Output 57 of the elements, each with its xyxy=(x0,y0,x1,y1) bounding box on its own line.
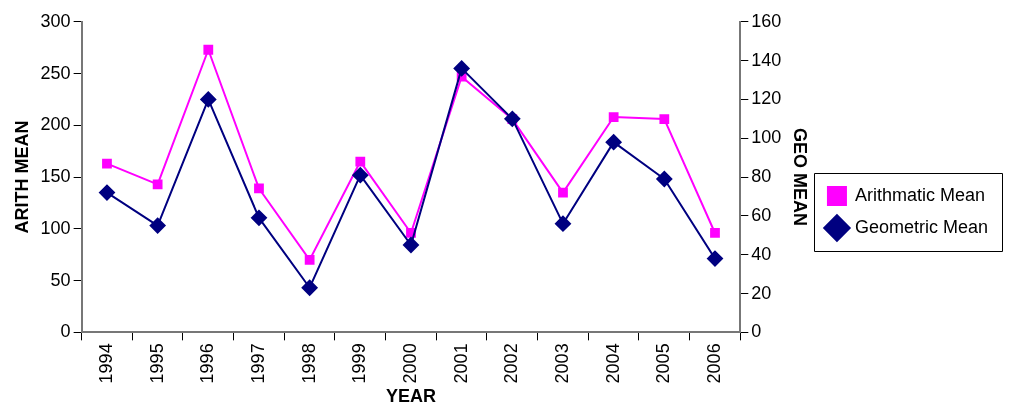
y-tick-label: 50 xyxy=(50,269,71,290)
x-tick-label: 2003 xyxy=(551,343,572,384)
point xyxy=(554,215,571,232)
point xyxy=(200,91,217,108)
point xyxy=(98,184,115,201)
x-tick-label: 1996 xyxy=(197,343,218,384)
point xyxy=(453,60,470,77)
legend-label: Geometric Mean xyxy=(854,216,989,237)
point xyxy=(352,167,369,184)
point xyxy=(402,237,419,254)
x-tick-label: 2000 xyxy=(399,343,420,384)
x-axis-title: YEAR xyxy=(385,386,436,407)
point xyxy=(706,250,723,267)
x-tick-label: 2004 xyxy=(602,343,623,384)
x-tick-label: 2005 xyxy=(653,343,674,384)
point xyxy=(152,179,163,190)
y2-tick-label: 120 xyxy=(751,88,782,109)
y2-tick-label: 20 xyxy=(751,282,772,303)
point xyxy=(149,217,166,234)
x-tick-label: 1995 xyxy=(146,343,167,384)
y2-tick-label: 100 xyxy=(751,127,782,148)
x-tick-label: 2006 xyxy=(703,343,724,384)
point xyxy=(254,183,264,194)
y-tick-label: 200 xyxy=(40,114,71,135)
y2-tick-label: 80 xyxy=(751,166,772,187)
legend-label: Arithmatic Mean xyxy=(854,184,985,205)
y-tick-label: 150 xyxy=(40,166,71,187)
x-tick-label: 1998 xyxy=(298,343,319,384)
y-axis-title: ARITH MEAN xyxy=(11,120,32,234)
x-tick-label: 2001 xyxy=(450,343,471,384)
y-tick-label: 300 xyxy=(40,10,71,31)
point xyxy=(504,110,521,127)
point xyxy=(301,279,318,296)
y2-tick-label: 160 xyxy=(751,10,782,31)
point xyxy=(355,156,366,167)
y2-tick-label: 40 xyxy=(751,243,772,264)
point xyxy=(102,158,112,169)
y2-axis-title: GEO MEAN xyxy=(790,128,811,227)
y-tick-label: 0 xyxy=(60,321,71,342)
point xyxy=(608,112,619,122)
y2-tick-label: 0 xyxy=(751,321,762,342)
point xyxy=(203,44,214,55)
y2-tick-label: 140 xyxy=(751,49,782,70)
x-tick-label: 1997 xyxy=(247,343,268,384)
point xyxy=(656,171,673,188)
x-tick-label: 2002 xyxy=(501,343,522,384)
point xyxy=(710,228,720,238)
x-tick-label: 1999 xyxy=(349,343,370,384)
point xyxy=(250,209,267,226)
y2-tick-label: 60 xyxy=(751,204,772,225)
y-tick-label: 250 xyxy=(40,62,71,83)
point xyxy=(659,114,670,124)
point xyxy=(558,187,568,198)
x-tick-label: 1994 xyxy=(95,343,116,384)
y-tick-label: 100 xyxy=(40,217,71,238)
point xyxy=(304,255,315,265)
point xyxy=(605,134,622,151)
